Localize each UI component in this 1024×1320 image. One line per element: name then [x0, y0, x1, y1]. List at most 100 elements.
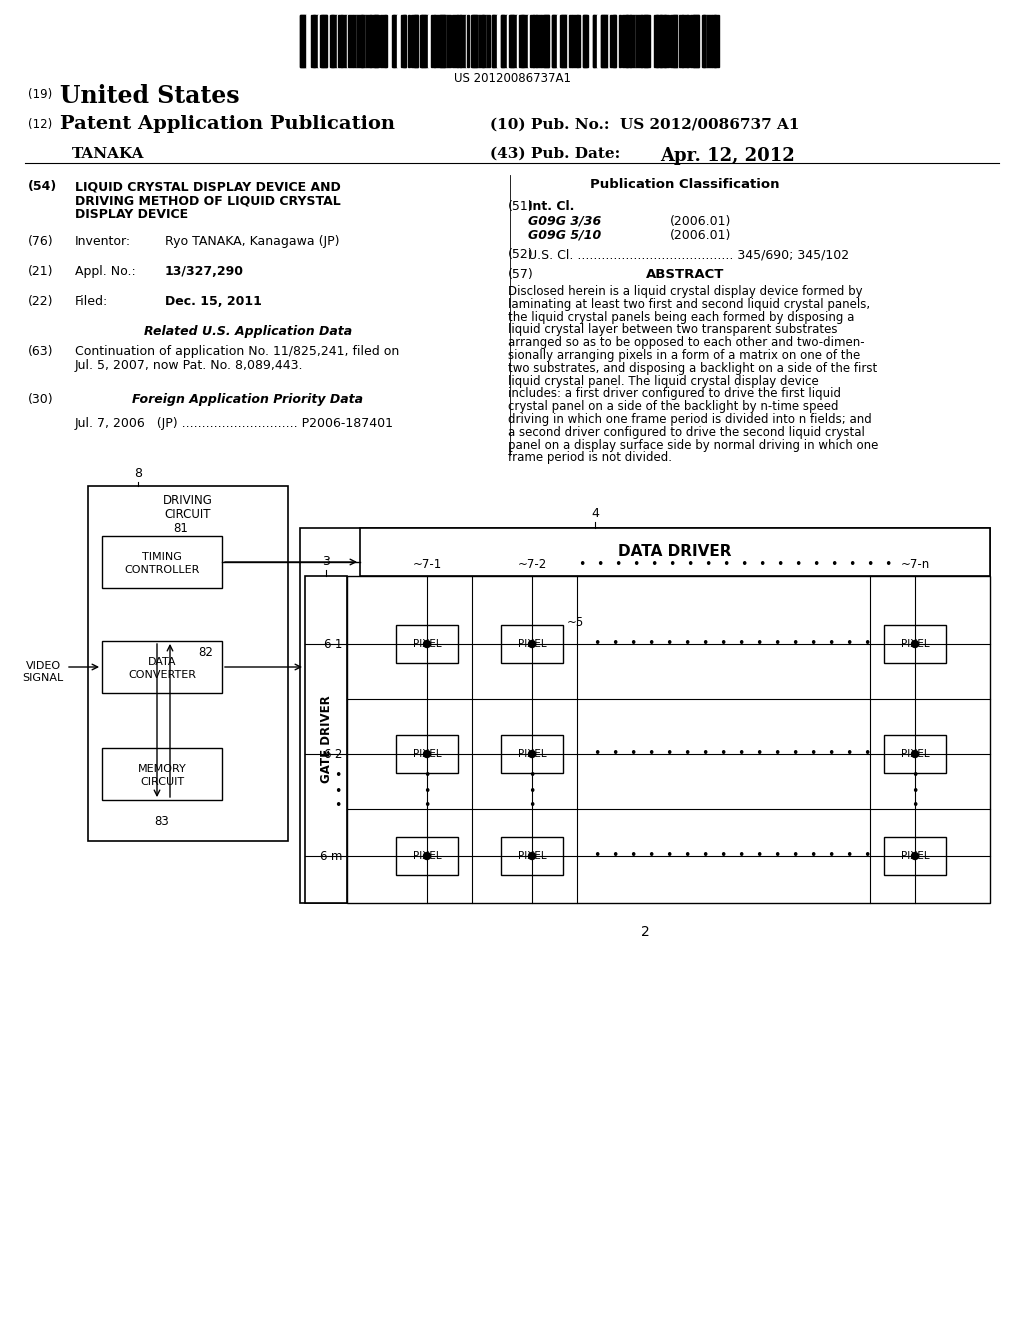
- Bar: [510, 15, 513, 67]
- Bar: [321, 15, 327, 67]
- Bar: [413, 15, 415, 67]
- Text: DRIVING: DRIVING: [163, 495, 213, 507]
- Bar: [370, 15, 375, 67]
- Text: •: •: [683, 638, 690, 651]
- Bar: [628, 15, 630, 67]
- Text: •: •: [830, 558, 838, 572]
- Bar: [601, 15, 604, 67]
- Text: frame period is not divided.: frame period is not divided.: [508, 451, 672, 465]
- Text: •: •: [666, 638, 673, 651]
- Text: •: •: [593, 638, 601, 651]
- Bar: [519, 15, 524, 67]
- Text: (2006.01): (2006.01): [670, 228, 731, 242]
- Text: (19): (19): [28, 88, 52, 102]
- Bar: [396, 837, 458, 875]
- Bar: [565, 15, 567, 67]
- Text: •: •: [630, 850, 637, 862]
- Bar: [644, 15, 648, 67]
- Text: (21): (21): [28, 265, 53, 279]
- Text: DISPLAY DEVICE: DISPLAY DEVICE: [75, 209, 188, 220]
- Text: Apr. 12, 2012: Apr. 12, 2012: [660, 147, 795, 165]
- Bar: [630, 15, 636, 67]
- Bar: [690, 15, 694, 67]
- Text: Filed:: Filed:: [75, 294, 109, 308]
- Text: •: •: [812, 558, 819, 572]
- Text: (43) Pub. Date:: (43) Pub. Date:: [490, 147, 621, 161]
- Text: LIQUID CRYSTAL DISPLAY DEVICE AND: LIQUID CRYSTAL DISPLAY DEVICE AND: [75, 180, 341, 193]
- Text: •: •: [528, 800, 536, 813]
- Text: •: •: [866, 558, 873, 572]
- Circle shape: [424, 853, 430, 859]
- Bar: [587, 15, 589, 67]
- Text: •: •: [611, 638, 618, 651]
- Text: •: •: [863, 638, 870, 651]
- Bar: [572, 15, 578, 67]
- Bar: [597, 15, 601, 67]
- Bar: [313, 15, 315, 67]
- Bar: [552, 15, 555, 67]
- Text: a second driver configured to drive the second liquid crystal: a second driver configured to drive the …: [508, 426, 865, 438]
- Bar: [583, 15, 585, 67]
- Bar: [501, 624, 563, 663]
- Bar: [466, 15, 471, 67]
- Bar: [618, 15, 621, 67]
- Bar: [693, 15, 699, 67]
- Bar: [452, 15, 458, 67]
- Bar: [357, 15, 359, 67]
- Text: 6-2: 6-2: [323, 747, 342, 760]
- Bar: [660, 15, 663, 67]
- Text: •: •: [848, 558, 856, 572]
- Text: TANAKA: TANAKA: [72, 147, 144, 161]
- Text: •: •: [335, 784, 342, 797]
- Bar: [341, 15, 343, 67]
- Bar: [585, 15, 587, 67]
- Text: Related U.S. Application Data: Related U.S. Application Data: [144, 325, 352, 338]
- Text: •: •: [683, 747, 690, 760]
- Text: liquid crystal layer between two transparent substrates: liquid crystal layer between two transpa…: [508, 323, 838, 337]
- Text: •: •: [647, 747, 654, 760]
- Text: (63): (63): [28, 345, 53, 358]
- Text: •: •: [759, 558, 766, 572]
- Text: •: •: [756, 638, 763, 651]
- Bar: [530, 15, 534, 67]
- Bar: [403, 15, 406, 67]
- Bar: [479, 15, 484, 67]
- Text: •: •: [737, 850, 744, 862]
- Bar: [393, 15, 397, 67]
- Bar: [660, 15, 662, 67]
- Text: •: •: [666, 747, 673, 760]
- Text: PIXEL: PIXEL: [413, 639, 441, 649]
- Bar: [378, 15, 380, 67]
- Bar: [364, 15, 366, 67]
- Bar: [528, 15, 534, 67]
- Text: •: •: [846, 638, 853, 651]
- Bar: [673, 15, 677, 67]
- Bar: [386, 15, 389, 67]
- Bar: [557, 15, 561, 67]
- Text: ~7-2: ~7-2: [517, 558, 547, 572]
- Bar: [578, 15, 583, 67]
- Bar: [474, 15, 479, 67]
- Text: •: •: [335, 770, 342, 783]
- Text: •: •: [630, 747, 637, 760]
- Bar: [406, 15, 411, 67]
- Bar: [357, 15, 362, 67]
- Text: •: •: [701, 638, 709, 651]
- Text: ~7-1: ~7-1: [413, 558, 441, 572]
- Bar: [702, 15, 705, 67]
- Text: GATE DRIVER: GATE DRIVER: [319, 696, 333, 783]
- Bar: [422, 15, 428, 67]
- Text: •: •: [809, 850, 817, 862]
- Bar: [552, 15, 555, 67]
- Bar: [440, 15, 444, 67]
- Text: •: •: [647, 638, 654, 651]
- Text: sionally arranging pixels in a form of a matrix on one of the: sionally arranging pixels in a form of a…: [508, 348, 860, 362]
- Text: •: •: [885, 558, 892, 572]
- Bar: [440, 15, 445, 67]
- Bar: [536, 15, 541, 67]
- Bar: [678, 15, 682, 67]
- Text: •: •: [686, 558, 693, 572]
- Text: Int. Cl.: Int. Cl.: [528, 201, 574, 213]
- Bar: [641, 15, 644, 67]
- Bar: [569, 15, 572, 67]
